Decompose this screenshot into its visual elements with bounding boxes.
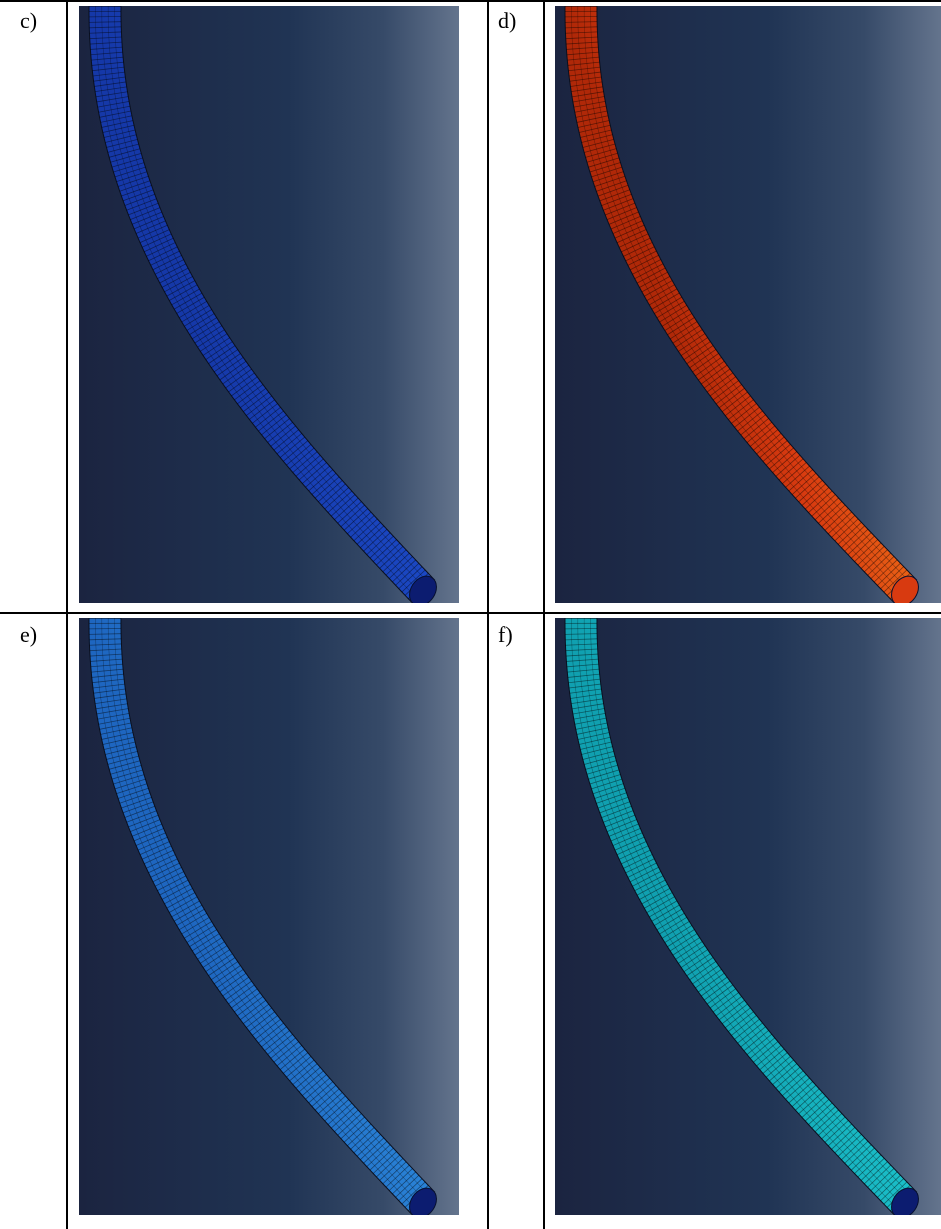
table-middle-border [0, 612, 941, 614]
table-col-divider-1 [66, 0, 68, 1229]
panel-label-f: f) [498, 622, 513, 647]
tube-render-svg [79, 618, 459, 1215]
tube-render-svg [79, 6, 459, 603]
tube-mesh-lines [571, 618, 913, 1210]
table-col-divider-3 [543, 0, 545, 1229]
tube-end-cap [409, 575, 437, 603]
render-panel-d [555, 6, 941, 603]
tube-mesh-rings [88, 618, 435, 1215]
render-background [79, 618, 459, 1215]
table-col-divider-2 [487, 0, 489, 1229]
tube-mesh-lines [95, 6, 431, 598]
render-panel-f [555, 618, 941, 1215]
panel-label-d: d) [498, 8, 517, 33]
tube-mesh-rings [564, 6, 917, 603]
render-panel-c [79, 6, 459, 603]
panel-label-c: c) [20, 8, 38, 33]
tube-end-cap [409, 1187, 437, 1215]
tube-render-svg [555, 6, 941, 603]
tube-mesh-lines [95, 618, 431, 1210]
tube-end-cap [891, 575, 919, 603]
panel-label-e: e) [20, 622, 38, 647]
table-top-border [0, 0, 941, 2]
render-background [555, 618, 941, 1215]
tube-render-svg [555, 618, 941, 1215]
tube-mesh-lines [571, 6, 913, 598]
render-background [555, 6, 941, 603]
render-panel-e [79, 618, 459, 1215]
render-background [79, 6, 459, 603]
tube-mesh-rings [564, 618, 917, 1215]
tube-end-cap [891, 1187, 919, 1215]
